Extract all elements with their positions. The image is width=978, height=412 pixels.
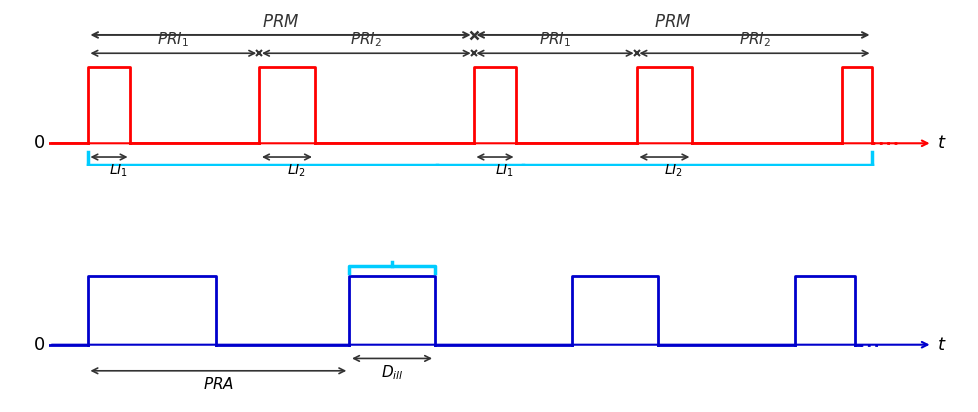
- Text: $PRI_2$: $PRI_2$: [737, 31, 770, 49]
- Text: $PRI_1$: $PRI_1$: [157, 31, 189, 49]
- Text: $LI_2$: $LI_2$: [664, 162, 683, 179]
- Text: $LI_1$: $LI_1$: [495, 162, 513, 179]
- Text: $PRI_1$: $PRI_1$: [539, 31, 570, 49]
- Text: $t$: $t$: [936, 336, 946, 354]
- Text: $0$: $0$: [32, 336, 45, 354]
- Text: $PRM$: $PRM$: [261, 13, 299, 31]
- Text: $PRA$: $PRA$: [202, 376, 234, 392]
- Text: $t$: $t$: [936, 134, 946, 152]
- Text: $PRM$: $PRM$: [653, 13, 691, 31]
- Text: $LI_1$: $LI_1$: [109, 162, 128, 179]
- Text: $D_{ill}$: $D_{ill}$: [380, 363, 403, 382]
- Text: $LI_2$: $LI_2$: [287, 162, 306, 179]
- Text: $0$: $0$: [32, 134, 45, 152]
- Text: $PRI_2$: $PRI_2$: [350, 31, 382, 49]
